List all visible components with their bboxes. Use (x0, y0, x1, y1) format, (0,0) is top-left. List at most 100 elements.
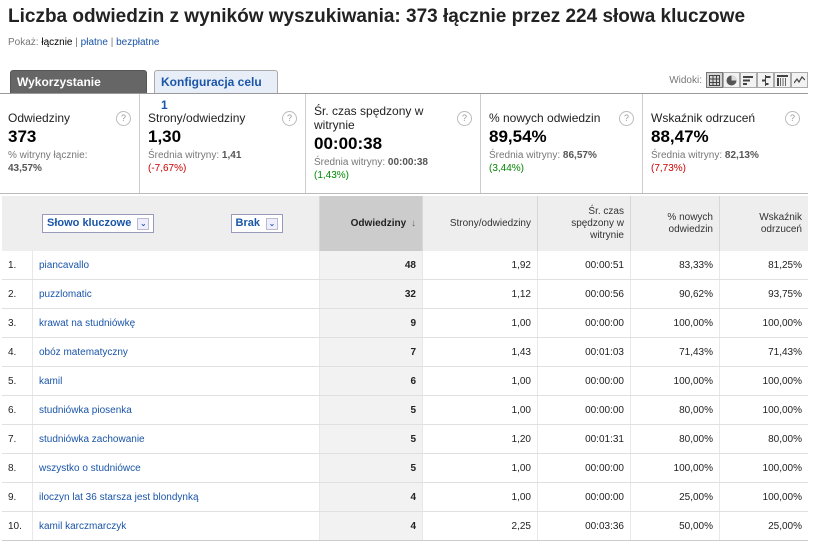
row-index: 9. (2, 482, 33, 512)
help-icon[interactable]: ? (785, 111, 800, 126)
metric-sub-value: 86,57% (562, 150, 597, 161)
keyword-link[interactable]: kamil karczmarczyk (39, 520, 127, 532)
cell-avg-time: 00:00:00 (537, 395, 631, 425)
secondary-dimension-select[interactable]: Brak ⌄ (230, 214, 283, 233)
primary-dimension-select[interactable]: Słowo kluczowe ⌄ (42, 214, 155, 233)
cell-visits: 5 (319, 424, 423, 454)
keyword-cell: iloczyn lat 36 starsza jest blondynką (32, 482, 320, 512)
keyword-cell: wszystko o studniówce (32, 453, 320, 483)
cell-avg-time: 00:03:36 (537, 511, 631, 541)
column-header-label: % nowych odwiedzin (667, 211, 713, 235)
keyword-link[interactable]: piancavallo (39, 259, 90, 271)
metric-label: % nowych odwiedzin (489, 111, 601, 125)
row-index: 8. (2, 453, 33, 483)
cell-new-visits: 83,33% (630, 251, 720, 280)
table-row: 10. kamil karczmarczyk 4 2,25 00:03:36 50,00%… (2, 511, 808, 541)
cell-pages-per-visit: 1,43 (422, 337, 538, 367)
metric-delta: (1,43%) (314, 170, 350, 181)
row-index: 5. (2, 366, 33, 396)
keyword-link[interactable]: studniówka piosenka (39, 404, 132, 416)
metrics-summary: ? Odwiedziny 373 % witryny łącznie: 43,57… (0, 94, 808, 194)
show-option-paid[interactable]: płatne (80, 37, 108, 48)
cell-pages-per-visit: 2,25 (422, 511, 538, 541)
metric-label: Strony/odwiedziny (148, 111, 246, 125)
cell-pages-per-visit: 1,00 (422, 395, 538, 425)
table-row: 7. studniówka zachowanie 5 1,20 00:01:31 80,0… (2, 424, 808, 454)
show-option-total[interactable]: łącznie (41, 37, 73, 48)
table-row: 9. iloczyn lat 36 starsza jest blondynką 4… (2, 482, 808, 512)
pie-view-icon[interactable] (723, 72, 740, 88)
performance-view-icon[interactable] (740, 72, 757, 88)
row-index: 1. (2, 251, 33, 280)
metric-sub-value: 82,13% (724, 150, 759, 161)
cell-pages-per-visit: 1,00 (422, 453, 538, 483)
column-header-pages[interactable]: Strony/odwiedziny (422, 196, 538, 251)
metric-label: Śr. czas spędzony w witrynie (314, 104, 424, 132)
show-option-organic[interactable]: bezpłatne (116, 37, 160, 48)
column-header-visits[interactable]: Odwiedziny ↓ (319, 196, 423, 251)
keyword-link[interactable]: studniówka zachowanie (39, 433, 145, 445)
cell-new-visits: 71,43% (630, 337, 720, 367)
cell-new-visits: 50,00% (630, 511, 720, 541)
cell-bounce-rate: 100,00% (719, 366, 808, 396)
table-row: 4. obóz matematyczny 7 1,43 00:01:03 71,43% 71… (2, 337, 808, 367)
metric-sub-value: 1,41 (221, 150, 242, 161)
keyword-cell: krawat na studniówkę (32, 308, 320, 338)
keyword-link[interactable]: obóz matematyczny (39, 346, 128, 358)
tab-site-usage[interactable]: Wykorzystanie witryny (10, 70, 147, 112)
cell-pages-per-visit: 1,00 (422, 366, 538, 396)
cell-bounce-rate: 71,43% (719, 337, 808, 367)
cell-visits: 48 (319, 251, 423, 280)
help-icon[interactable]: ? (457, 111, 472, 126)
metric-new-visits: ? % nowych odwiedzin 89,54% Średnia witr… (481, 94, 643, 193)
comparison-view-icon[interactable] (757, 72, 774, 88)
cell-visits: 9 (319, 308, 423, 338)
keyword-cell: studniówka piosenka (32, 395, 320, 425)
cell-avg-time: 00:00:00 (537, 366, 631, 396)
metric-delta: (7,73%) (651, 163, 687, 174)
cell-visits: 4 (319, 482, 423, 512)
column-header-time[interactable]: Śr. czas spędzony w witrynie (537, 196, 631, 251)
column-header-bounce[interactable]: Wskaźnik odrzuceń (719, 196, 808, 251)
chevron-down-icon: ⌄ (137, 218, 150, 230)
cell-bounce-rate: 81,25% (719, 251, 808, 280)
table-row: 2. puzzlomatic 32 1,12 00:00:56 90,62% 93,75% (2, 279, 808, 309)
metric-value: 88,47% (651, 127, 709, 146)
cell-pages-per-visit: 1,00 (422, 308, 538, 338)
dimension-header: Słowo kluczowe ⌄ Brak ⌄ (2, 196, 320, 251)
keyword-cell: kamil karczmarczyk (32, 511, 320, 541)
metric-label: Odwiedziny (8, 111, 71, 125)
sort-arrow-icon: ↓ (411, 217, 416, 229)
cell-pages-per-visit: 1,00 (422, 482, 538, 512)
keyword-cell: studniówka zachowanie (32, 424, 320, 454)
tab-goal-set-1[interactable]: Konfiguracja celu 1 (154, 70, 278, 112)
column-header-label: Odwiedziny (350, 217, 407, 229)
help-icon[interactable]: ? (116, 111, 131, 126)
tab-divider (0, 93, 808, 94)
column-header-label: Wskaźnik odrzuceń (759, 211, 802, 235)
metric-delta: (3,44%) (489, 163, 525, 174)
cell-pages-per-visit: 1,12 (422, 279, 538, 309)
keyword-link[interactable]: krawat na studniówkę (39, 317, 136, 329)
keyword-link[interactable]: puzzlomatic (39, 288, 92, 300)
views-label: Widoki: (669, 74, 702, 86)
cell-bounce-rate: 100,00% (719, 482, 808, 512)
pivot-view-icon[interactable] (774, 72, 791, 88)
cell-new-visits: 100,00% (630, 453, 720, 483)
help-icon[interactable]: ? (282, 111, 297, 126)
column-header-label: Strony/odwiedziny (449, 217, 531, 229)
table-view-icon[interactable] (706, 72, 723, 88)
keyword-link[interactable]: iloczyn lat 36 starsza jest blondynką (39, 491, 199, 503)
help-icon[interactable]: ? (619, 111, 634, 126)
cell-avg-time: 00:01:03 (537, 337, 631, 367)
sparkline-view-icon[interactable] (791, 72, 808, 88)
keyword-link[interactable]: wszystko o studniówce (39, 462, 141, 474)
cell-pages-per-visit: 1,20 (422, 424, 538, 454)
cell-new-visits: 80,00% (630, 395, 720, 425)
cell-avg-time: 00:00:00 (537, 453, 631, 483)
show-filter: Pokaż: łącznie | płatne | bezpłatne (8, 37, 159, 48)
column-header-new[interactable]: % nowych odwiedzin (630, 196, 720, 251)
metric-visits: ? Odwiedziny 373 % witryny łącznie: 43,57… (0, 94, 140, 193)
metric-pages-per-visit: ? Strony/odwiedziny 1,30 Średnia witryny… (140, 94, 306, 193)
keyword-link[interactable]: kamil (39, 375, 63, 387)
